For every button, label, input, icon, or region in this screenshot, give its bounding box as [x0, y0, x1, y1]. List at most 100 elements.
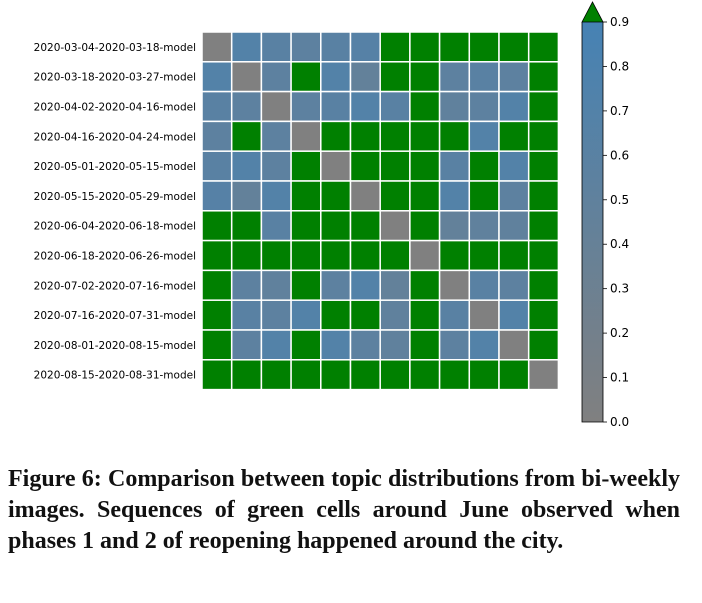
heatmap-cell [468, 299, 500, 331]
heatmap-cell [230, 61, 263, 93]
heatmap-cell [379, 180, 411, 212]
heatmap-cell [498, 210, 530, 242]
heatmap-cell [290, 90, 322, 123]
colorbar-tick-label: 0.2 [610, 326, 629, 340]
heatmap-cell [379, 239, 411, 272]
colorbar-tick-label: 0.5 [610, 193, 629, 207]
heatmap-cell [468, 269, 500, 301]
heatmap-cell [438, 120, 471, 152]
heatmap-cell [230, 269, 263, 301]
heatmap-cell [468, 180, 500, 212]
heatmap-cell [379, 120, 411, 152]
heatmap-cell [498, 269, 530, 301]
heatmap-cell [468, 329, 500, 361]
heatmap-cell [468, 150, 500, 182]
heatmap-cell [349, 150, 381, 182]
heatmap-cell [379, 61, 411, 93]
heatmap-cell [527, 239, 560, 272]
colorbar-gradient [582, 22, 603, 422]
heatmap-cell [290, 150, 322, 182]
heatmap-cell [527, 31, 560, 63]
heatmap-cell [320, 239, 352, 272]
heatmap-cell [320, 210, 352, 242]
heatmap-cell [349, 210, 381, 242]
heatmap-cell [349, 299, 381, 331]
heatmap-cell [527, 90, 560, 123]
heatmap-cell [320, 31, 352, 63]
heatmap-cell [498, 61, 530, 93]
row-label: 2020-03-04-2020-03-18-model [34, 42, 196, 54]
heatmap-cell [290, 120, 322, 152]
colorbar-tick-label: 0.9 [610, 15, 629, 29]
heatmap-cell [498, 31, 530, 63]
heatmap-cell [201, 210, 233, 242]
heatmap-cell [409, 90, 441, 123]
row-label: 2020-07-02-2020-07-16-model [34, 280, 196, 292]
heatmap-cell [527, 210, 560, 242]
heatmap-cell [438, 61, 471, 93]
row-label: 2020-06-04-2020-06-18-model [34, 221, 196, 233]
heatmap-cell [438, 329, 471, 361]
heatmap-cell [230, 210, 263, 242]
heatmap-cell [349, 31, 381, 63]
heatmap-cell [230, 150, 263, 182]
heatmap-cell [468, 61, 500, 93]
heatmap-cell [290, 180, 322, 212]
heatmap-cell [320, 150, 352, 182]
heatmap-cell [320, 329, 352, 361]
heatmap-cell [230, 329, 263, 361]
heatmap-cell [201, 31, 233, 63]
heatmap-cell [468, 239, 500, 272]
heatmap-cell [409, 239, 441, 272]
row-label: 2020-05-01-2020-05-15-model [34, 161, 196, 173]
figure-caption: Figure 6: Comparison between topic distr… [8, 466, 680, 554]
heatmap-cell [409, 150, 441, 182]
heatmap-cell [468, 31, 500, 63]
heatmap-cell [260, 120, 292, 152]
heatmap-cell [379, 150, 411, 182]
heatmap-cell [290, 210, 322, 242]
heatmap-cell [438, 180, 471, 212]
heatmap-cell [527, 150, 560, 182]
heatmap-cell [201, 150, 233, 182]
heatmap-cell [349, 61, 381, 93]
row-label: 2020-03-18-2020-03-27-model [34, 72, 196, 84]
heatmap-cell [409, 210, 441, 242]
heatmap-cell [320, 359, 352, 391]
heatmap-cell [527, 180, 560, 212]
heatmap-cell [468, 359, 500, 391]
heatmap-cell [438, 31, 471, 63]
heatmap-cell [409, 180, 441, 212]
row-label: 2020-04-02-2020-04-16-model [34, 102, 196, 114]
heatmap-cell [379, 329, 411, 361]
colorbar-tick-label: 0.1 [610, 371, 629, 385]
heatmap-cell [527, 359, 560, 391]
colorbar: 0.0 0.1 0.2 0.3 0.4 0.5 0.6 0.7 0.8 0.9 [581, 1, 629, 429]
heatmap-cell [230, 359, 263, 391]
heatmap-cell [260, 210, 292, 242]
heatmap-cell [349, 239, 381, 272]
heatmap-cell [201, 180, 233, 212]
heatmap-cell [201, 90, 233, 123]
heatmap-cell [320, 299, 352, 331]
heatmap-cell [290, 299, 322, 331]
heatmap-cell [379, 269, 411, 301]
row-label: 2020-06-18-2020-06-26-model [34, 251, 196, 263]
heatmap-cell [527, 329, 560, 361]
heatmap-cell [379, 299, 411, 331]
heatmap-cell [320, 61, 352, 93]
row-label: 2020-05-15-2020-05-29-model [34, 191, 196, 203]
heatmap-cell [498, 180, 530, 212]
heatmap-cell [349, 90, 381, 123]
heatmap-cell [498, 120, 530, 152]
heatmap-cell [201, 239, 233, 272]
heatmap-cell [349, 120, 381, 152]
heatmap-cell [498, 90, 530, 123]
heatmap-cell [260, 359, 292, 391]
heatmap-cell [260, 31, 292, 63]
heatmap-cell [290, 61, 322, 93]
row-label: 2020-07-16-2020-07-31-model [34, 310, 196, 322]
heatmap-cell [409, 359, 441, 391]
heatmap-cell [201, 359, 233, 391]
heatmap-cell [527, 120, 560, 152]
